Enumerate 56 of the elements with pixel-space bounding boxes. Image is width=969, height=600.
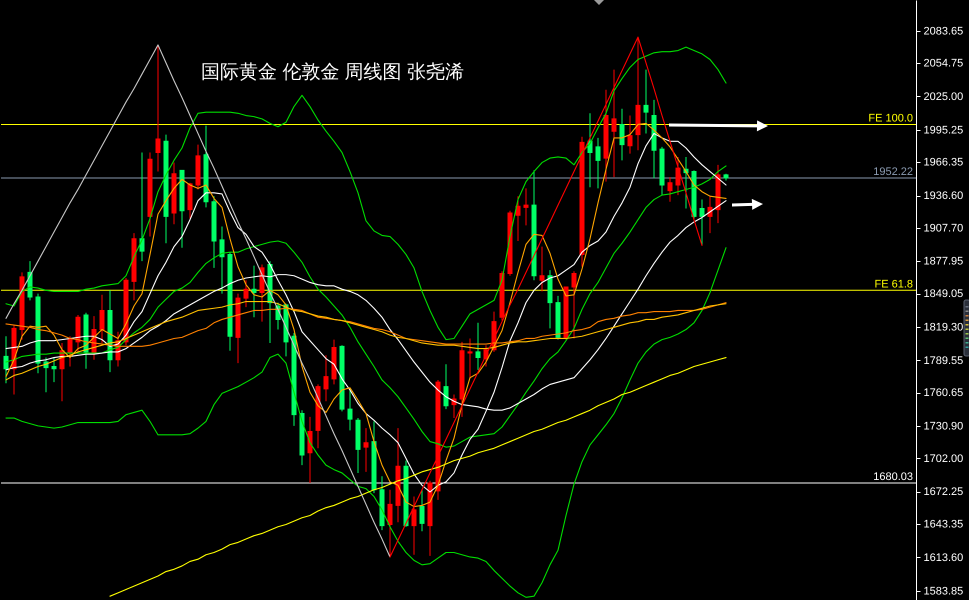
- candlestick: [364, 428, 368, 472]
- candlestick: [628, 115, 632, 154]
- candlestick: [612, 69, 616, 178]
- y-tick-label: 1966.35: [924, 156, 964, 169]
- y-tick-label: 1672.25: [924, 486, 964, 498]
- candlestick: [620, 108, 624, 161]
- ref-line-label: 1680.03: [873, 470, 913, 483]
- candlestick: [100, 294, 104, 344]
- candlestick: [420, 489, 424, 532]
- candlestick: [700, 199, 704, 246]
- candlestick: [412, 496, 416, 556]
- candlestick: [644, 69, 648, 134]
- candlestick: [4, 336, 8, 384]
- candlestick: [308, 416, 312, 484]
- text: 国际黄金 伦敦金 周线图 张尧浠: [201, 62, 464, 83]
- y-tick-label: 1643.35: [924, 518, 964, 531]
- line-series: [5, 247, 727, 598]
- candlestick: [676, 156, 680, 196]
- line-series: [5, 46, 727, 340]
- y-tick-label: 1583.85: [924, 585, 964, 598]
- y-tick-label: 2083.65: [924, 25, 964, 38]
- candlestick: [596, 137, 600, 189]
- y-tick-label: 1613.60: [924, 552, 964, 564]
- candlestick: [244, 280, 248, 308]
- candlestick: [468, 338, 472, 380]
- y-tick-label: 1907.70: [924, 222, 964, 234]
- candlestick: [444, 364, 448, 410]
- y-tick-label: 1877.95: [924, 256, 964, 268]
- y-tick-label: 1702.00: [924, 452, 964, 465]
- candlestick: [348, 388, 352, 431]
- candlestick: [476, 322, 480, 370]
- y-tick-label: 2054.75: [924, 58, 964, 70]
- line-series: [109, 356, 727, 597]
- y-tick-label: 1995.25: [924, 124, 964, 136]
- y-tick-label: 2025.00: [924, 90, 964, 103]
- candlestick: [524, 188, 528, 226]
- candlestick: [540, 246, 544, 292]
- y-tick-label: 1730.90: [924, 420, 964, 432]
- ref-line-label: FE 61.8: [874, 278, 913, 290]
- candlestick: [252, 265, 256, 318]
- candlestick: [572, 270, 576, 339]
- candlestick: [68, 336, 72, 367]
- y-tick-label: 1760.65: [924, 387, 964, 400]
- candlestick: [668, 176, 672, 202]
- line-series: [5, 165, 727, 448]
- candlestick: [156, 44, 160, 172]
- y-tick-label: 1849.05: [924, 288, 964, 300]
- candlestick: [324, 354, 328, 402]
- y-tick-label: 1819.30: [924, 321, 964, 334]
- y-tick-label: 1936.60: [924, 190, 964, 202]
- line-series: [5, 300, 727, 380]
- y-tick-label: 1789.55: [924, 354, 964, 367]
- ref-line-label: 1952.22: [873, 166, 913, 178]
- ref-line-label: FE 100.0: [868, 112, 913, 124]
- candlestick: [52, 357, 56, 383]
- candlestick: [220, 226, 224, 294]
